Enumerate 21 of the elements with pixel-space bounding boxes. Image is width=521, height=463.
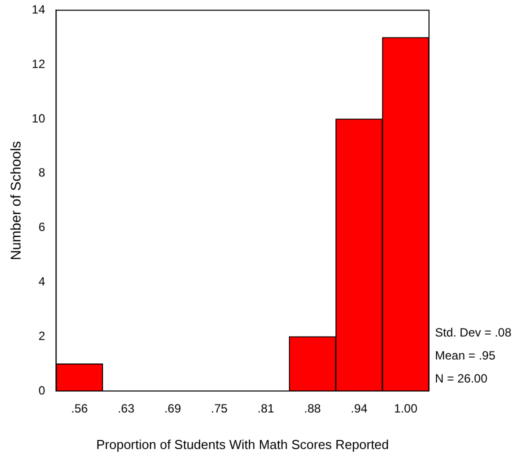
y-axis-title: Number of Schools [7, 141, 24, 260]
x-tick-label: .63 [118, 402, 135, 416]
y-tick-label: 8 [38, 166, 46, 180]
x-axis-title: Proportion of Students With Math Scores Reported [96, 436, 389, 452]
y-tick-label: 6 [38, 220, 46, 234]
x-tick-label: .69 [164, 402, 182, 416]
y-tick-label: 14 [32, 2, 46, 17]
x-tick-label: 1.00 [394, 402, 418, 416]
y-tick-label: 4 [38, 274, 46, 289]
x-tick-label: .75 [210, 402, 228, 416]
x-tick-label: .56 [71, 402, 88, 416]
x-tick-label: .81 [258, 402, 275, 416]
text: Mean = .95 [435, 348, 496, 362]
y-tick-label: 12 [32, 56, 46, 71]
x-tick-label: .94 [350, 402, 368, 416]
y-tick-label: 2 [38, 328, 46, 343]
text: Std. Dev = .08 [435, 325, 512, 340]
y-tick-label: 10 [32, 111, 46, 126]
y-tick-label: 0 [38, 383, 46, 398]
x-tick-label: .88 [304, 402, 322, 416]
text: N = 26.00 [435, 371, 488, 386]
